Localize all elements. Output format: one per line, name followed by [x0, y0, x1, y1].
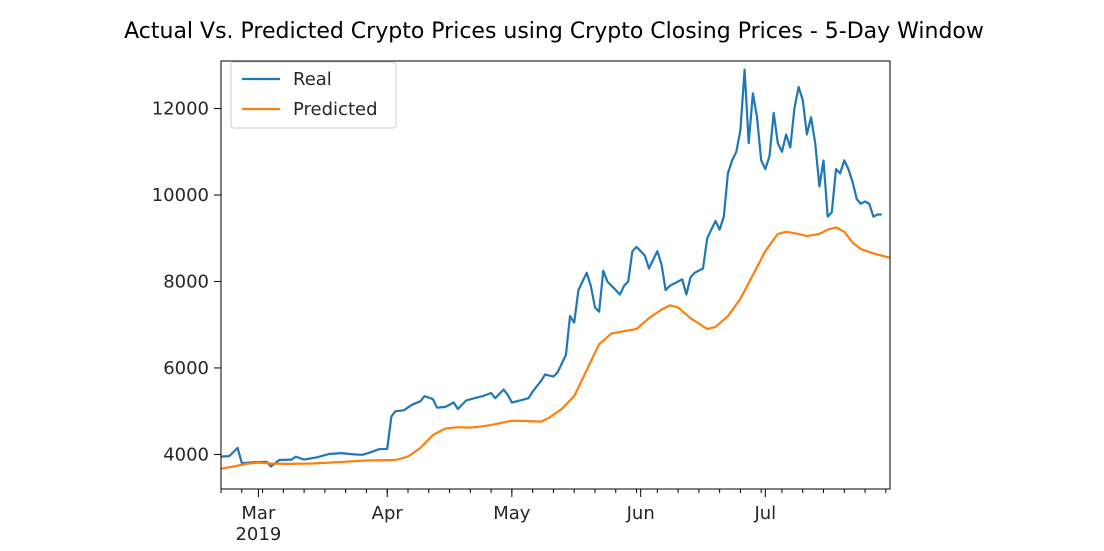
y-tick-label: 12000 — [152, 99, 209, 120]
chart-title: Actual Vs. Predicted Crypto Prices using… — [124, 19, 984, 44]
y-tick-label: 6000 — [163, 358, 209, 379]
legend-label-real: Real — [293, 69, 332, 90]
x-tick-label: Jun — [626, 503, 655, 524]
x-tick-label: Mar — [241, 503, 276, 524]
series-layer — [220, 68, 891, 470]
x-tick-label: Jul — [753, 503, 776, 524]
legend: Real Predicted — [230, 61, 397, 129]
series-line-predicted — [220, 226, 891, 470]
y-tick-label: 8000 — [163, 271, 209, 292]
axes-frame — [220, 60, 891, 490]
x-tick-sublabel: 2019 — [235, 524, 281, 545]
y-tick-label: 10000 — [152, 185, 209, 206]
series-line-real — [220, 68, 882, 468]
legend-label-predicted: Predicted — [293, 99, 378, 120]
y-tick-label: 4000 — [163, 444, 209, 465]
x-tick-label: May — [493, 503, 531, 524]
plot-area — [221, 61, 890, 489]
x-tick-label: Apr — [372, 503, 404, 524]
